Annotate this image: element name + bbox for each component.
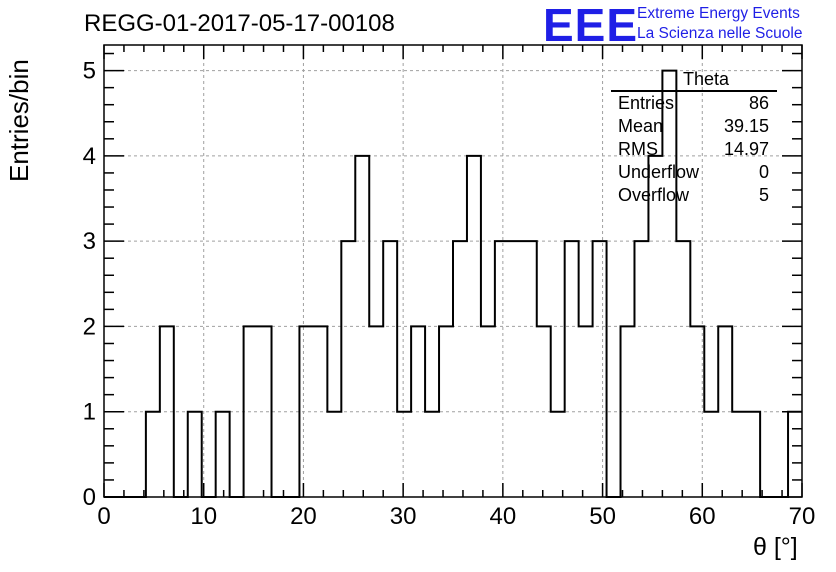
stats-title: Theta [611, 68, 777, 92]
stats-row: Mean 39.15 [611, 115, 777, 138]
stats-value: 5 [758, 185, 769, 205]
stats-value: 14.97 [723, 139, 769, 159]
stats-label: Overflow [618, 185, 690, 205]
x-tick-label: 20 [290, 503, 317, 530]
x-tick-label: 10 [190, 503, 217, 530]
y-tick-label: 1 [83, 399, 96, 426]
logo-line-1: Extreme Energy Events [637, 5, 800, 22]
y-tick-label: 3 [83, 228, 96, 255]
x-axis-label: θ [°] [753, 533, 798, 561]
stats-value: 39.15 [723, 116, 769, 136]
y-tick-label: 5 [83, 58, 96, 85]
x-tick-label: 60 [689, 503, 716, 530]
logo-caption: Extreme Energy Events La Scienza nelle S… [637, 4, 802, 44]
eee-logo: EEE [543, 0, 639, 51]
y-tick-label: 0 [83, 484, 96, 511]
x-tick-label: 30 [390, 503, 417, 530]
x-tick-label: 40 [490, 503, 517, 530]
stats-row: Underflow 0 [611, 161, 777, 184]
stats-label: Entries [618, 93, 675, 113]
stats-box: Theta Entries 86 Mean 39.15 RMS 14.97 Under… [611, 68, 777, 207]
plot-frame [103, 44, 803, 498]
stats-value: 86 [748, 93, 769, 113]
stats-value: 0 [758, 162, 769, 182]
stats-label: Mean [618, 116, 664, 136]
x-tick-label: 70 [789, 503, 816, 530]
stats-row: Overflow 5 [611, 184, 777, 207]
logo-line-2: La Scienza nelle Scuole [637, 25, 803, 42]
stats-label: RMS [618, 139, 658, 159]
histogram-line [104, 69, 802, 498]
plot-title: REGG-01-2017-05-17-00108 [84, 10, 395, 37]
axis-ticks [103, 45, 803, 498]
y-axis-label: Entries/bin [4, 59, 34, 182]
stats-label: Underflow [618, 162, 700, 182]
stats-row: Entries 86 [611, 92, 777, 115]
y-tick-label: 4 [83, 143, 96, 170]
x-tick-label: 50 [589, 503, 616, 530]
x-tick-label: 0 [97, 503, 110, 530]
stats-row: RMS 14.97 [611, 138, 777, 161]
y-tick-label: 2 [83, 313, 96, 340]
